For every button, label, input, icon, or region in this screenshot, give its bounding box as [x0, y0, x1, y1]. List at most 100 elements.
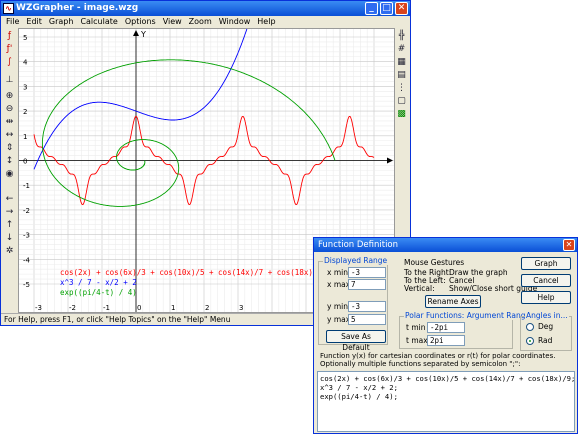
menu-graph[interactable]: Graph	[48, 17, 74, 26]
y-tick-label: 2	[23, 108, 27, 116]
rename-axes-button[interactable]: Rename Axes	[425, 295, 481, 308]
legend-blue: x^3 / 7 - x/2 + 2	[60, 278, 137, 287]
save-as-default-button[interactable]: Save As Default	[326, 330, 386, 352]
zoom-out-icon[interactable]: ⊖	[5, 104, 14, 114]
legend-green: exp((pi/4-t) / 4)	[60, 288, 137, 297]
menu-zoom[interactable]: Zoom	[188, 17, 212, 26]
x-tick-label: -1	[103, 304, 110, 312]
pan-left-icon[interactable]: ←	[5, 194, 14, 204]
close-icon[interactable]: ✕	[395, 2, 408, 15]
deg-label: Deg	[538, 322, 554, 331]
x-tick-label: -3	[35, 304, 42, 312]
main-titlebar[interactable]: ∿ WZGrapher - image.wzg _ □ ✕	[1, 1, 410, 16]
functions-textarea[interactable]: cos(2x) + cos(6x)/3 + cos(10x)/5 + cos(1…	[317, 371, 575, 432]
y-axis-label: Y	[140, 30, 146, 39]
minimize-icon[interactable]: _	[365, 2, 378, 15]
grid-icon[interactable]: #	[397, 44, 406, 54]
curve-blue	[33, 13, 253, 170]
polar-range-group: Polar Functions: Argument Range t min -2…	[399, 311, 532, 349]
gesture-left: To the Left:	[404, 276, 446, 285]
tmin-input[interactable]: -2pi	[427, 322, 465, 333]
tmax-input[interactable]: 2pi	[427, 335, 465, 346]
tmin-label: t min	[406, 323, 426, 332]
polar-range-label: Polar Functions: Argument Range	[404, 311, 532, 320]
menu-options[interactable]: Options	[124, 17, 156, 26]
pan-down-icon[interactable]: ↓	[5, 233, 14, 243]
x-tick-label: -2	[69, 304, 76, 312]
gesture-vertical: Vertical:	[404, 284, 435, 293]
xmin-input[interactable]: -3	[348, 267, 386, 278]
gesture-vertical-action: Show/Close short guide	[449, 284, 538, 293]
function-icon[interactable]: ƒ	[7, 31, 12, 41]
dialog-titlebar[interactable]: Function Definition ✕	[314, 238, 577, 252]
gesture-right-action: Draw the graph	[449, 268, 508, 277]
zoom-y-icon[interactable]: ⇕	[5, 143, 14, 153]
color-grid-icon[interactable]: ▩	[397, 109, 406, 119]
menu-window[interactable]: Window	[218, 17, 251, 26]
graph-canvas[interactable]: -3 -2 -1 0 1 2 3 5 4 3 2 1 0 -1 -2 -3 -4 -5 Y cos(2x) + c…	[19, 13, 394, 312]
y-tick-label: 4	[23, 59, 28, 67]
rad-label: Rad	[538, 336, 553, 345]
maximize-icon[interactable]: □	[380, 2, 393, 15]
x-tick-label: 1	[171, 304, 175, 312]
axes-icon[interactable]: ⊥	[5, 75, 14, 85]
y-tick-label: -3	[23, 232, 30, 240]
ymax-input[interactable]: 5	[348, 314, 386, 325]
graph-button[interactable]: Graph	[521, 257, 571, 270]
legend: cos(2x) + cos(6x)/3 + cos(10x)/5 + cos(1…	[60, 268, 322, 297]
center-icon[interactable]: ✲	[5, 246, 14, 256]
dialog-close-icon[interactable]: ✕	[563, 239, 575, 251]
zoom-x-icon[interactable]: ⇹	[5, 117, 14, 127]
xmin-label: x min	[327, 268, 348, 277]
menu-calculate[interactable]: Calculate	[80, 17, 118, 26]
legend-red: cos(2x) + cos(6x)/3 + cos(10x)/5 + cos(1…	[60, 268, 322, 277]
crosshair-icon[interactable]: ╬	[398, 31, 405, 41]
deg-radio[interactable]	[526, 323, 534, 331]
ymin-input[interactable]: -3	[348, 301, 386, 312]
curve-green	[41, 59, 336, 207]
xmax-label: x max	[327, 280, 351, 289]
angles-label: Angles in...	[525, 311, 569, 320]
gesture-left-action: Cancel	[449, 276, 475, 285]
x-tick-label: 2	[205, 304, 209, 312]
rad-radio[interactable]	[526, 337, 534, 345]
instruction-line-2: Optionally multiple functions separated …	[320, 360, 521, 368]
integral-icon[interactable]: ∫	[7, 57, 12, 67]
fine-grid-icon[interactable]: ▦	[397, 57, 406, 67]
x-axis-arrow	[387, 157, 393, 164]
grid-lines	[19, 29, 394, 312]
dialog-title: Function Definition	[318, 240, 399, 250]
zoom-in-icon[interactable]: ⊕	[5, 91, 14, 101]
table-icon[interactable]: ▤	[397, 70, 406, 80]
menu-help[interactable]: Help	[257, 17, 276, 26]
pan-up-icon[interactable]: ↑	[5, 220, 14, 230]
dotted-grid-icon[interactable]: ⋮	[397, 83, 406, 93]
stretch-x-icon[interactable]: ↔	[5, 130, 14, 140]
function-definition-dialog: Function Definition ✕ Displayed Range x …	[313, 237, 578, 434]
menu-view[interactable]: View	[162, 17, 182, 26]
menu-file[interactable]: File	[6, 17, 20, 26]
displayed-range-label: Displayed Range	[323, 256, 389, 265]
y-tick-label: -2	[23, 207, 30, 215]
tmax-label: t max	[406, 336, 428, 345]
frame-icon[interactable]: ▢	[397, 96, 406, 106]
y-tick-label: 5	[23, 34, 27, 42]
axes	[19, 30, 393, 312]
y-tick-label: -1	[23, 182, 30, 190]
x-tick-label: 3	[239, 304, 243, 312]
y-axis-arrow	[133, 30, 139, 36]
mouse-gestures-label: Mouse Gestures	[404, 258, 465, 267]
ymin-label: y min	[327, 302, 348, 311]
xmax-input[interactable]: 7	[348, 279, 386, 290]
zoom-100-icon[interactable]: ◉	[5, 169, 14, 179]
help-button[interactable]: Help	[521, 291, 571, 304]
derivative-icon[interactable]: ƒ'	[6, 44, 13, 54]
curves	[33, 13, 375, 207]
pan-right-icon[interactable]: →	[5, 207, 14, 217]
y-tick-label: 1	[23, 133, 27, 141]
cancel-button[interactable]: Cancel	[521, 274, 571, 287]
stretch-y-icon[interactable]: ↕	[5, 156, 14, 166]
menu-edit[interactable]: Edit	[26, 17, 42, 26]
x-tick-label: 0	[137, 304, 141, 312]
window-title: WZGrapher - image.wzg	[16, 3, 139, 13]
